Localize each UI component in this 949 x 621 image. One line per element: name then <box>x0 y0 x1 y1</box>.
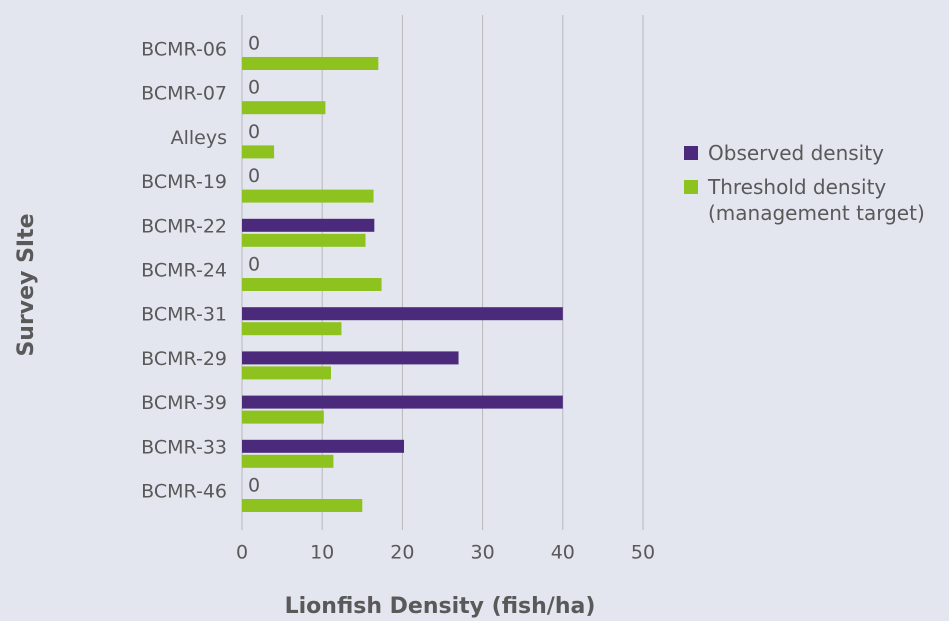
y-tick-label: BCMR-07 <box>141 83 227 105</box>
legend-label: Observed density <box>708 141 884 165</box>
x-tick-label: 0 <box>236 542 248 564</box>
y-tick-label: BCMR-19 <box>141 171 227 193</box>
x-tick-label: 20 <box>390 542 414 564</box>
bar <box>242 278 382 291</box>
bar <box>242 57 379 70</box>
bar <box>242 101 326 115</box>
bar <box>242 189 374 203</box>
y-tick-label: BCMR-31 <box>141 304 227 326</box>
x-axis-title: Lionfish Density (fish/ha) <box>285 594 596 619</box>
y-tick-label: BCMR-29 <box>141 348 227 370</box>
bar <box>242 366 332 380</box>
legend-swatch <box>684 180 698 194</box>
data-label: 0 <box>248 33 260 55</box>
data-label: 0 <box>248 254 260 276</box>
bar <box>242 395 563 409</box>
legend: Observed density Threshold density (manag… <box>684 140 949 234</box>
x-tick-label: 30 <box>471 542 495 564</box>
legend-swatch <box>684 146 698 160</box>
y-tick-label: BCMR-33 <box>141 436 227 458</box>
y-tick-label: Alleys <box>171 127 227 149</box>
y-tick-label: BCMR-39 <box>141 392 227 414</box>
legend-label: Threshold density (management target) <box>708 175 925 225</box>
bar <box>242 233 366 247</box>
bar <box>242 351 459 365</box>
data-label: 0 <box>248 77 260 99</box>
bar <box>242 499 363 512</box>
bar <box>242 454 334 468</box>
bar <box>242 322 342 336</box>
bar <box>242 145 275 159</box>
bar <box>242 439 405 453</box>
bar <box>242 410 324 424</box>
y-tick-label: BCMR-22 <box>141 215 227 237</box>
x-tick-label: 50 <box>631 542 655 564</box>
legend-item: Observed density <box>684 140 949 166</box>
y-tick-label: BCMR-46 <box>141 481 227 503</box>
data-label: 0 <box>248 121 260 143</box>
y-axis-title: Survey SIte <box>14 213 39 356</box>
bar <box>242 307 563 321</box>
data-label: 0 <box>248 165 260 187</box>
bar <box>242 218 375 232</box>
data-label: 0 <box>248 475 260 497</box>
x-tick-label: 40 <box>551 542 575 564</box>
x-tick-label: 10 <box>310 542 334 564</box>
legend-item: Threshold density (management target) <box>684 174 949 226</box>
y-tick-label: BCMR-24 <box>141 260 227 282</box>
y-tick-label: BCMR-06 <box>141 39 227 61</box>
